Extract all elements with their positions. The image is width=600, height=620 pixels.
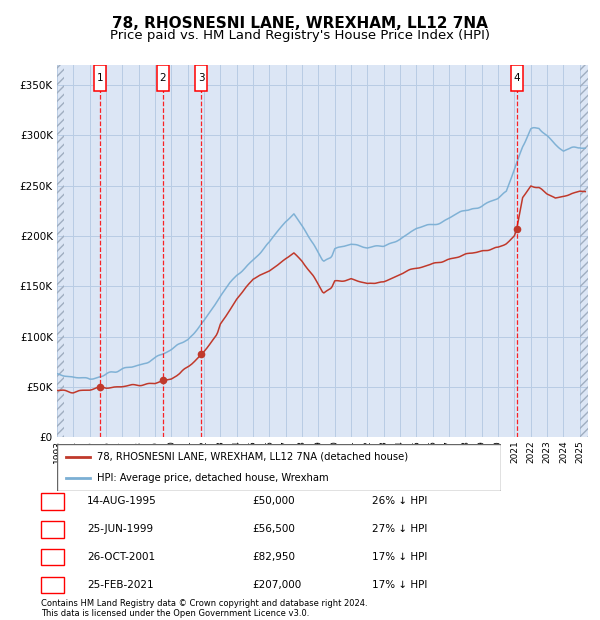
Text: 1: 1: [97, 73, 103, 83]
Text: 14-AUG-1995: 14-AUG-1995: [87, 496, 157, 506]
Text: £207,000: £207,000: [252, 580, 301, 590]
Text: 26% ↓ HPI: 26% ↓ HPI: [372, 496, 427, 506]
Text: 17% ↓ HPI: 17% ↓ HPI: [372, 552, 427, 562]
Text: 17% ↓ HPI: 17% ↓ HPI: [372, 580, 427, 590]
Text: Price paid vs. HM Land Registry's House Price Index (HPI): Price paid vs. HM Land Registry's House …: [110, 30, 490, 42]
Text: £50,000: £50,000: [252, 496, 295, 506]
Text: 27% ↓ HPI: 27% ↓ HPI: [372, 524, 427, 534]
FancyBboxPatch shape: [94, 66, 106, 91]
FancyBboxPatch shape: [195, 66, 207, 91]
Text: This data is licensed under the Open Government Licence v3.0.: This data is licensed under the Open Gov…: [41, 609, 309, 618]
Bar: [580, 65, 588, 437]
Text: 3: 3: [198, 73, 205, 83]
Text: 1: 1: [49, 496, 56, 506]
Text: 78, RHOSNESNI LANE, WREXHAM, LL12 7NA: 78, RHOSNESNI LANE, WREXHAM, LL12 7NA: [112, 16, 488, 31]
Text: 2: 2: [160, 73, 166, 83]
Text: HPI: Average price, detached house, Wrexham: HPI: Average price, detached house, Wrex…: [97, 473, 329, 484]
Text: 25-FEB-2021: 25-FEB-2021: [87, 580, 154, 590]
Text: 4: 4: [49, 580, 56, 590]
FancyBboxPatch shape: [511, 66, 523, 91]
Text: 3: 3: [49, 552, 56, 562]
FancyBboxPatch shape: [157, 66, 169, 91]
Text: 2: 2: [49, 524, 56, 534]
Text: 78, RHOSNESNI LANE, WREXHAM, LL12 7NA (detached house): 78, RHOSNESNI LANE, WREXHAM, LL12 7NA (d…: [97, 451, 408, 462]
Text: 25-JUN-1999: 25-JUN-1999: [87, 524, 153, 534]
Bar: [57, 65, 64, 437]
Text: Contains HM Land Registry data © Crown copyright and database right 2024.: Contains HM Land Registry data © Crown c…: [41, 600, 367, 608]
Text: 26-OCT-2001: 26-OCT-2001: [87, 552, 155, 562]
FancyBboxPatch shape: [57, 444, 501, 491]
Text: £56,500: £56,500: [252, 524, 295, 534]
Text: 4: 4: [514, 73, 520, 83]
Text: £82,950: £82,950: [252, 552, 295, 562]
